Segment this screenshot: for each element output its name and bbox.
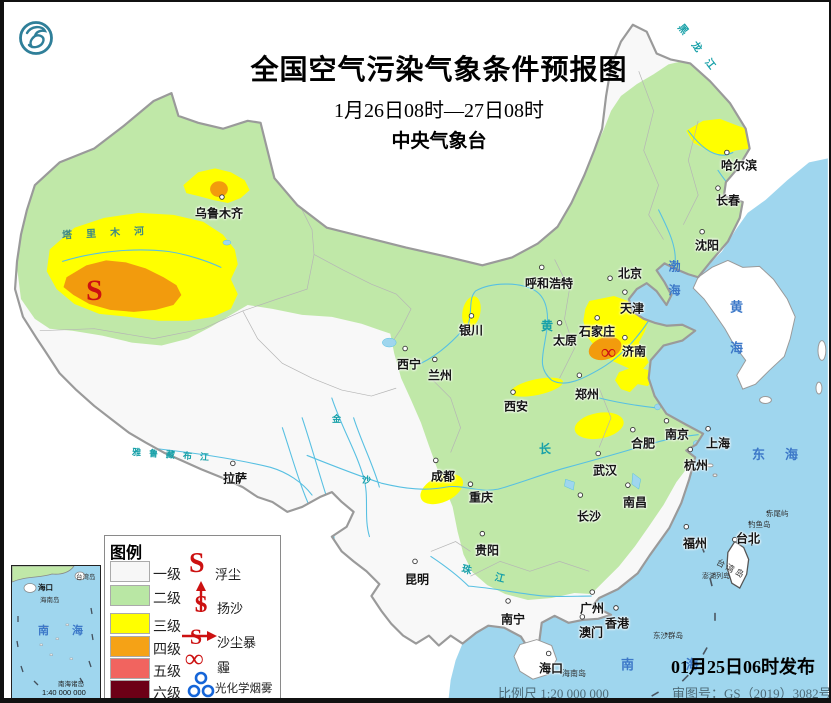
island-label-chiwei: 赤尾屿	[766, 509, 789, 518]
page-title: 全国空气污染气象条件预报图	[250, 55, 628, 86]
level2-label: 二级	[153, 590, 181, 606]
city-markers	[219, 149, 738, 657]
level4-orange-regions	[63, 181, 622, 361]
river-label-jinsha-sha: 沙	[362, 475, 372, 485]
haze-label: 霾	[217, 660, 231, 675]
city-label-changchun: 长春	[715, 193, 741, 208]
city-label-taiyuan: 太原	[552, 333, 578, 348]
small-island-dots	[665, 510, 769, 635]
inset-map-shapes	[12, 566, 94, 686]
city-label-jinan: 济南	[621, 344, 647, 359]
level5-label: 五级	[153, 663, 181, 679]
river-label-changjiang: 长	[539, 442, 552, 456]
inset-nanhai-label: 南 海	[38, 625, 94, 637]
city-label-taipei: 台北	[735, 531, 761, 546]
city-label-hohhot: 呼和浩特	[524, 276, 574, 291]
level6-swatch	[110, 680, 150, 698]
city-label-zhengzhou: 郑州	[574, 387, 600, 402]
taiwan-island-shape	[726, 540, 750, 590]
agency-name: 中央气象台	[391, 131, 487, 152]
sea-boundary-dashes	[651, 536, 754, 697]
forecast-period: 1月26日08时—27日08时	[334, 100, 544, 122]
dust-icon: S	[189, 548, 205, 579]
island-label-dongsha: 东沙群岛	[653, 631, 683, 640]
city-label-lanzhou: 兰州	[427, 368, 453, 383]
river-label-huanghe: 黄	[541, 319, 554, 333]
level1-label: 一级	[153, 566, 181, 582]
level6-label: 六级	[153, 685, 181, 701]
island-label-penghu: 澎湖列岛	[702, 573, 730, 580]
sea-label-bohai: 渤海	[667, 260, 681, 308]
blowing-sand-label: 扬沙	[217, 601, 244, 616]
city-label-xian: 西安	[503, 399, 529, 414]
city-label-guangzhou: 广州	[579, 601, 605, 616]
city-label-kunming: 昆明	[404, 572, 430, 587]
city-label-nanjing: 南京	[664, 427, 690, 442]
map-approval-text: 审图号：GS（2019）3082号	[672, 686, 831, 701]
city-label-haikou: 海口	[538, 661, 564, 676]
city-label-shijiazhuang: 石家庄	[578, 324, 616, 339]
level5-swatch	[110, 658, 150, 679]
sea-label-nanhai: 南 海	[621, 657, 723, 672]
sandstorm-label: 沙尘暴	[217, 635, 257, 650]
legend-title: 图例	[110, 545, 143, 562]
city-label-wuhan: 武汉	[592, 463, 618, 478]
city-label-shanghai: 上海	[705, 436, 731, 451]
city-label-yinchuan: 银川	[458, 323, 484, 338]
inset-taiwan-label: 台湾岛	[76, 574, 96, 581]
release-time: 01月25日06时发布	[671, 657, 815, 677]
photochemical-smog-label: 光化学烟雾	[215, 683, 273, 695]
island-label-diaoyu: 钓鱼岛	[748, 520, 771, 529]
city-label-tianjin: 天津	[619, 301, 645, 316]
national-border	[13, 23, 751, 660]
inset-haikou-label: 海口	[38, 583, 53, 592]
city-label-macau: 澳门	[578, 625, 604, 640]
city-label-chengdu: 成都	[430, 469, 456, 484]
dust-label: 浮尘	[215, 567, 242, 582]
city-label-shenyang: 沈阳	[694, 238, 720, 253]
city-label-hefei: 合肥	[630, 436, 656, 451]
legend: 图例 一级 二级 三级 四级 五级 六级 S 浮尘 S 扬沙 S 沙尘暴 ∞ 霾	[104, 535, 281, 701]
level2-swatch	[110, 585, 150, 606]
map-scale-text: 比例尺 1:20 000 000	[498, 686, 609, 701]
dust-symbol: S	[86, 274, 103, 307]
haze-icon: ∞	[185, 644, 204, 673]
sandstorm-icon: S	[182, 624, 217, 648]
city-label-changsha: 长沙	[576, 509, 602, 524]
level3-swatch	[110, 613, 150, 634]
blowing-sand-icon: S	[194, 581, 208, 618]
inset-hainan-label: 海南岛	[40, 597, 60, 604]
city-label-nanchang: 南昌	[622, 495, 648, 510]
korea-japan-land	[692, 259, 827, 477]
hainan-island-shape	[513, 639, 558, 680]
photochemical-smog-icon	[187, 671, 215, 698]
level4-label: 四级	[153, 641, 181, 657]
city-label-guiyang: 贵阳	[474, 543, 500, 558]
inset-islands-label: 南海诸岛	[58, 681, 84, 688]
city-label-fuzhou: 福州	[682, 536, 708, 551]
sea-label-donghai: 东海	[752, 447, 819, 462]
level1-swatch	[110, 561, 150, 582]
cma-logo	[19, 21, 53, 55]
city-label-harbin: 哈尔滨	[720, 158, 758, 173]
city-label-beijing: 北京	[617, 266, 643, 281]
south-china-sea-inset: 台湾岛 海口 海南岛 南 海 南海诸岛 1:40 000 000	[11, 565, 101, 698]
haze-symbol: ∞	[601, 340, 616, 364]
city-label-lhasa: 拉萨	[222, 471, 248, 486]
city-label-xining: 西宁	[396, 357, 422, 372]
sea-label-huanghai: 黄海	[728, 300, 743, 382]
inset-scale-label: 1:40 000 000	[42, 688, 86, 697]
river-label-jinsha-jin: 金	[332, 414, 342, 424]
city-label-hangzhou: 杭州	[683, 458, 709, 473]
city-label-hongkong: 香港	[604, 616, 630, 631]
city-label-chongqing: 重庆	[468, 490, 494, 505]
city-label-urumqi: 乌鲁木齐	[194, 206, 244, 221]
level4-swatch	[110, 636, 150, 657]
island-label-hainan: 海南岛	[562, 669, 586, 678]
city-label-nanning: 南宁	[500, 612, 526, 627]
province-boundaries	[39, 71, 699, 577]
level3-label: 三级	[153, 618, 181, 634]
